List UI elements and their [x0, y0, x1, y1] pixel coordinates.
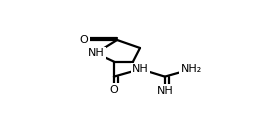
Text: NH₂: NH₂ — [181, 64, 202, 74]
Text: O: O — [110, 85, 118, 95]
Text: NH: NH — [156, 86, 173, 96]
Text: O: O — [80, 35, 89, 45]
Text: NH: NH — [132, 64, 149, 74]
Text: NH: NH — [87, 48, 104, 58]
